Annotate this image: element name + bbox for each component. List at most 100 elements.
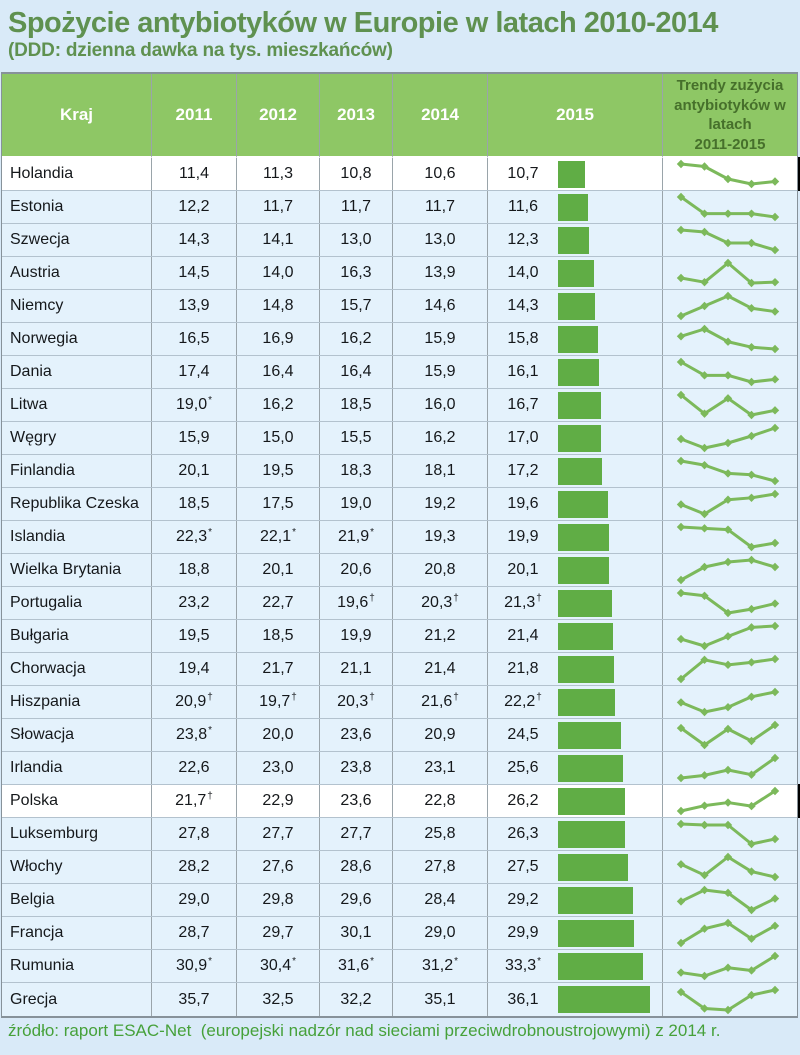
trend-sparkline: [676, 258, 780, 288]
value-2013: 19,0: [340, 495, 372, 512]
cell-trend: [663, 818, 797, 850]
value-2014: 23,1: [424, 759, 456, 776]
value-2014: 10,6: [424, 165, 456, 182]
trend-sparkline: [676, 852, 780, 882]
column-header-2013: 2013: [320, 74, 393, 158]
consumption-bar-2015: [558, 556, 610, 584]
cell-2013: 27,7: [320, 818, 393, 850]
country-name: Włochy: [2, 851, 152, 883]
consumption-bar-2015: [558, 226, 590, 254]
value-2015: 17,2: [507, 462, 539, 479]
value-2011: 23,2: [178, 594, 210, 611]
cell-2014: 21,2: [393, 620, 488, 652]
table-row: Litwa 19,0* 16,2 18,5 16,0 16,7: [2, 389, 797, 422]
value-2011: 13,9: [178, 297, 210, 314]
cell-2011: 20,9†: [152, 686, 237, 718]
value-2014: 20,8: [424, 561, 456, 578]
trend-sparkline: [676, 819, 780, 849]
consumption-bar-2015: [558, 820, 626, 848]
country-name: Luksemburg: [2, 818, 152, 850]
value-2012: 23,0: [262, 759, 294, 776]
consumption-bar-2015: [558, 160, 586, 188]
value-2012: 17,5: [262, 495, 294, 512]
cell-2012: 17,5: [237, 488, 320, 520]
value-2014: 21,2: [424, 627, 456, 644]
table-row: Szwecja 14,3 14,1 13,0 13,0 12,3: [2, 224, 797, 257]
cell-2015: 19,6: [488, 488, 663, 520]
value-2012: 16,2: [262, 396, 294, 413]
cell-2012: 32,5: [237, 983, 320, 1016]
cell-2012: 16,9: [237, 323, 320, 355]
trend-sparkline: [676, 753, 780, 783]
country-name: Grecja: [2, 983, 152, 1016]
cell-2013: 31,6*: [320, 950, 393, 982]
column-header-2012: 2012: [237, 74, 320, 158]
value-2015: 17,0: [507, 429, 539, 446]
value-2013: 28,6: [340, 858, 372, 875]
value-2014: 21,6†: [421, 691, 459, 710]
cell-trend: [663, 290, 797, 322]
cell-2011: 13,9: [152, 290, 237, 322]
consumption-bar-2015: [558, 787, 625, 815]
cell-2012: 27,6: [237, 851, 320, 883]
consumption-bar-2015: [558, 391, 601, 419]
cell-2014: 20,8: [393, 554, 488, 586]
value-2015: 14,0: [507, 264, 539, 281]
consumption-bar-2015: [558, 589, 613, 617]
cell-2011: 18,5: [152, 488, 237, 520]
country-name: Holandia: [2, 158, 152, 190]
consumption-bar-2015: [558, 886, 633, 914]
value-2011: 29,0: [178, 891, 210, 908]
trend-sparkline: [676, 621, 780, 651]
cell-2013: 23,8: [320, 752, 393, 784]
country-name: Chorwacja: [2, 653, 152, 685]
table-row: Austria 14,5 14,0 16,3 13,9 14,0: [2, 257, 797, 290]
cell-2015: 14,0: [488, 257, 663, 289]
cell-2014: 27,8: [393, 851, 488, 883]
cell-2013: 23,6: [320, 785, 393, 817]
value-2015: 19,9: [507, 528, 539, 545]
cell-2013: 30,1: [320, 917, 393, 949]
consumption-bar-2015: [558, 853, 629, 881]
cell-2014: 14,6: [393, 290, 488, 322]
cell-2015: 27,5: [488, 851, 663, 883]
value-2012: 30,4*: [259, 955, 297, 974]
cell-2012: 18,5: [237, 620, 320, 652]
cell-2015: 29,9: [488, 917, 663, 949]
value-2013: 31,6*: [337, 955, 375, 974]
value-2013: 30,1: [340, 924, 372, 941]
cell-2011: 11,4: [152, 158, 237, 190]
cell-2015: 10,7: [488, 158, 663, 190]
cell-2015: 21,3†: [488, 587, 663, 619]
value-2011: 27,8: [178, 825, 210, 842]
value-2011: 18,8: [178, 561, 210, 578]
value-2014: 13,0: [424, 231, 456, 248]
cell-2015: 26,2: [488, 785, 663, 817]
value-2011: 17,4: [178, 363, 210, 380]
table-row: Francja 28,7 29,7 30,1 29,0 29,9: [2, 917, 797, 950]
country-name: Portugalia: [2, 587, 152, 619]
table-row: Republika Czeska 18,5 17,5 19,0 19,2 19,…: [2, 488, 797, 521]
cell-2014: 28,4: [393, 884, 488, 916]
value-2011: 19,0*: [175, 394, 213, 413]
table-row: Belgia 29,0 29,8 29,6 28,4 29,2: [2, 884, 797, 917]
cell-trend: [663, 323, 797, 355]
value-2012: 14,0: [262, 264, 294, 281]
value-2014: 15,9: [424, 330, 456, 347]
cell-2014: 10,6: [393, 158, 488, 190]
table-row: Norwegia 16,5 16,9 16,2 15,9 15,8: [2, 323, 797, 356]
value-2013: 19,6†: [337, 592, 375, 611]
country-name: Bułgaria: [2, 620, 152, 652]
cell-2013: 15,7: [320, 290, 393, 322]
country-name: Francja: [2, 917, 152, 949]
cell-trend: [663, 488, 797, 520]
value-2011: 12,2: [178, 198, 210, 215]
cell-2014: 11,7: [393, 191, 488, 223]
cell-2013: 16,2: [320, 323, 393, 355]
source-note: źródło: raport ESAC-Net (europejski nadz…: [8, 1021, 721, 1040]
table-row: Rumunia 30,9* 30,4* 31,6* 31,2* 33,3*: [2, 950, 797, 983]
trend-sparkline: [676, 291, 780, 321]
page-title: Spożycie antybiotyków w Europie w latach…: [8, 7, 718, 39]
cell-2015: 25,6: [488, 752, 663, 784]
cell-2014: 20,3†: [393, 587, 488, 619]
